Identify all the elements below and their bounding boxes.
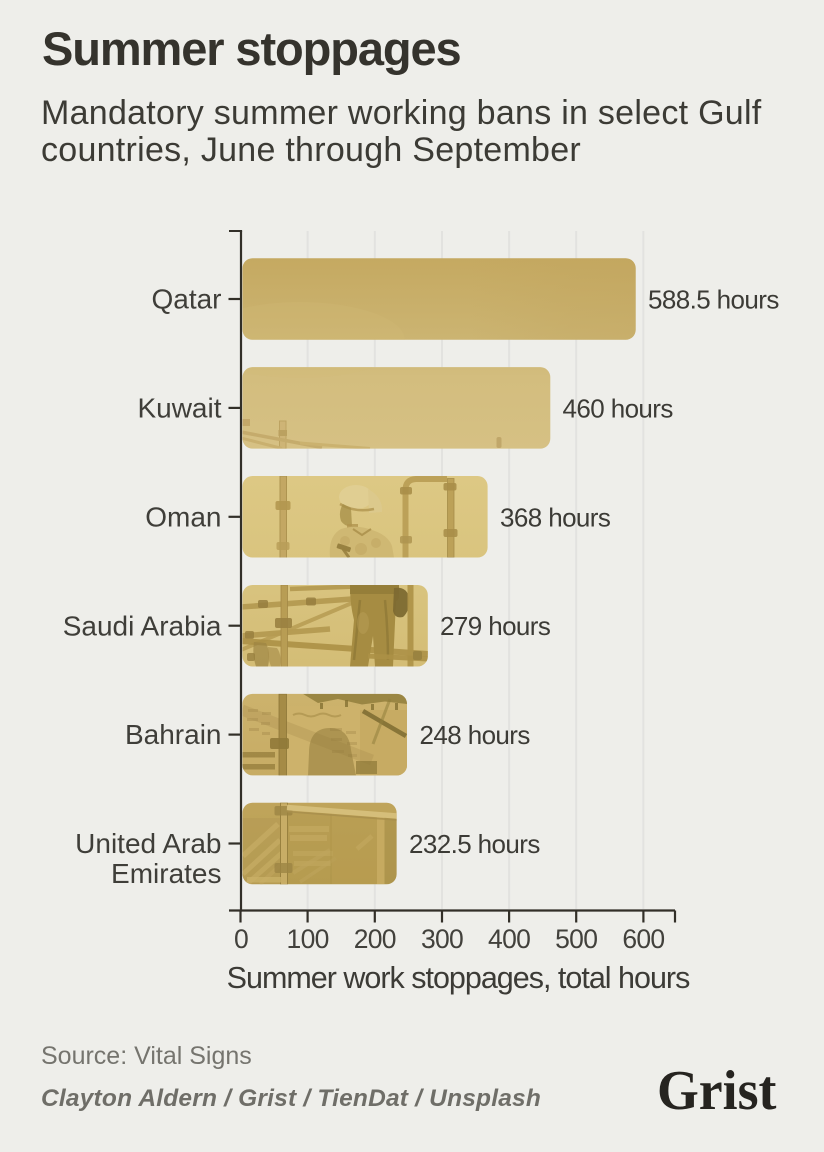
svg-text:0: 0 [234,924,248,954]
svg-text:600: 600 [622,924,664,954]
svg-text:Emirates: Emirates [111,858,221,889]
svg-text:300: 300 [421,924,463,954]
svg-text:279 hours: 279 hours [440,611,551,641]
svg-text:100: 100 [287,924,329,954]
svg-text:460 hours: 460 hours [563,393,674,423]
svg-text:Bahrain: Bahrain [125,719,222,750]
svg-text:588.5 hours: 588.5 hours [648,285,779,315]
svg-text:200: 200 [354,924,396,954]
svg-text:248 hours: 248 hours [420,720,531,750]
svg-text:232.5 hours: 232.5 hours [409,829,540,859]
svg-text:368 hours: 368 hours [500,502,611,532]
svg-text:Oman: Oman [145,501,221,532]
svg-text:United Arab: United Arab [75,828,221,859]
svg-text:400: 400 [488,924,530,954]
svg-text:Summer work stoppages, total h: Summer work stoppages, total hours [227,961,690,995]
svg-text:Saudi Arabia: Saudi Arabia [63,610,222,641]
svg-text:500: 500 [555,924,597,954]
svg-text:Kuwait: Kuwait [137,393,221,424]
svg-text:Qatar: Qatar [151,284,221,315]
